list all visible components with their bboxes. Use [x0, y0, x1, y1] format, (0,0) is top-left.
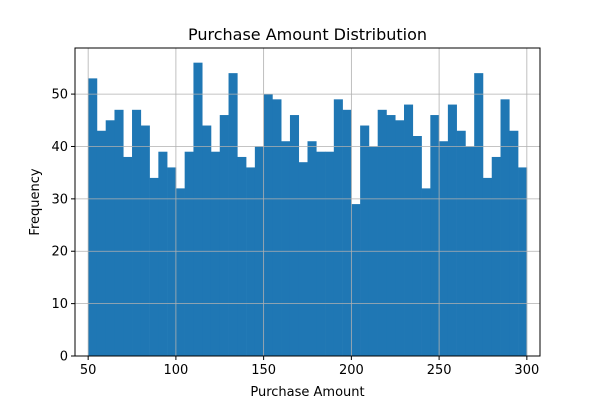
- y-tick-label: 40: [51, 140, 68, 155]
- histogram-bar: [219, 115, 229, 356]
- x-tick-label: 300: [514, 363, 539, 378]
- x-tick-label: 50: [80, 363, 97, 378]
- histogram-bar: [132, 109, 142, 356]
- histogram-bar: [474, 73, 484, 357]
- y-tick-label: 0: [60, 350, 68, 365]
- histogram-bar: [509, 130, 519, 356]
- plot-area-frame: [74, 47, 541, 357]
- histogram-bar: [298, 162, 308, 356]
- histogram-bar: [342, 109, 352, 356]
- histogram-bar: [482, 177, 493, 356]
- y-tick-label: 20: [51, 245, 68, 260]
- histogram-bars: [88, 62, 528, 357]
- histogram-bar: [395, 120, 405, 357]
- histogram-bar: [325, 151, 335, 356]
- histogram-bar: [228, 73, 238, 357]
- histogram-bar: [175, 188, 185, 356]
- x-axis-ticks: 50 100 150 200 250 300: [80, 356, 539, 378]
- histogram-bar: [210, 151, 221, 356]
- histogram-bar: [456, 130, 466, 356]
- y-tick-label: 30: [51, 192, 68, 207]
- histogram-bar: [263, 94, 273, 356]
- histogram-bar: [518, 167, 528, 356]
- histogram-bar: [421, 188, 431, 356]
- grid-lines: [75, 48, 540, 357]
- y-axis-ticks: 0 10 20 30 40 50: [51, 88, 75, 365]
- histogram-bar: [158, 151, 168, 356]
- histogram-bar: [88, 78, 98, 356]
- histogram-bar: [105, 120, 115, 357]
- chart-title: Purchase Amount Distribution: [188, 25, 427, 44]
- histogram-bar: [96, 130, 107, 356]
- x-tick-label: 250: [427, 363, 452, 378]
- histogram-bar: [149, 177, 159, 356]
- histogram-bar: [316, 151, 326, 356]
- histogram-bar: [500, 99, 510, 356]
- x-axis-label: Purchase Amount: [250, 385, 364, 400]
- x-tick-label: 150: [251, 363, 276, 378]
- histogram-bar: [360, 125, 370, 357]
- histogram-bar: [123, 156, 133, 356]
- histogram-bar: [377, 109, 387, 356]
- histogram-bar: [114, 109, 124, 356]
- histogram-bar: [307, 141, 317, 356]
- histogram-bar: [351, 204, 361, 356]
- histogram-bar: [167, 167, 177, 356]
- histogram-bar: [193, 62, 203, 357]
- x-tick-label: 200: [339, 363, 364, 378]
- histogram-bar: [430, 115, 440, 356]
- histogram-bar: [439, 141, 449, 356]
- histogram-bar: [281, 141, 291, 356]
- histogram-bar: [404, 104, 414, 356]
- histogram-bar: [412, 136, 422, 356]
- histogram-bar: [184, 151, 194, 356]
- histogram-bar: [140, 125, 150, 357]
- histogram-bar: [447, 104, 457, 356]
- histogram-bar: [386, 115, 396, 356]
- histogram-bar: [246, 167, 256, 356]
- histogram-bar: [272, 99, 282, 356]
- y-tick-label: 10: [51, 297, 68, 312]
- histogram-bar: [491, 156, 501, 356]
- histogram-bar: [202, 125, 212, 357]
- y-tick-label: 50: [51, 88, 68, 103]
- x-tick-label: 100: [163, 363, 188, 378]
- histogram-bar: [333, 99, 343, 356]
- histogram-bar: [237, 156, 247, 356]
- y-axis-label: Frequency: [28, 168, 43, 235]
- histogram-bar: [289, 115, 300, 356]
